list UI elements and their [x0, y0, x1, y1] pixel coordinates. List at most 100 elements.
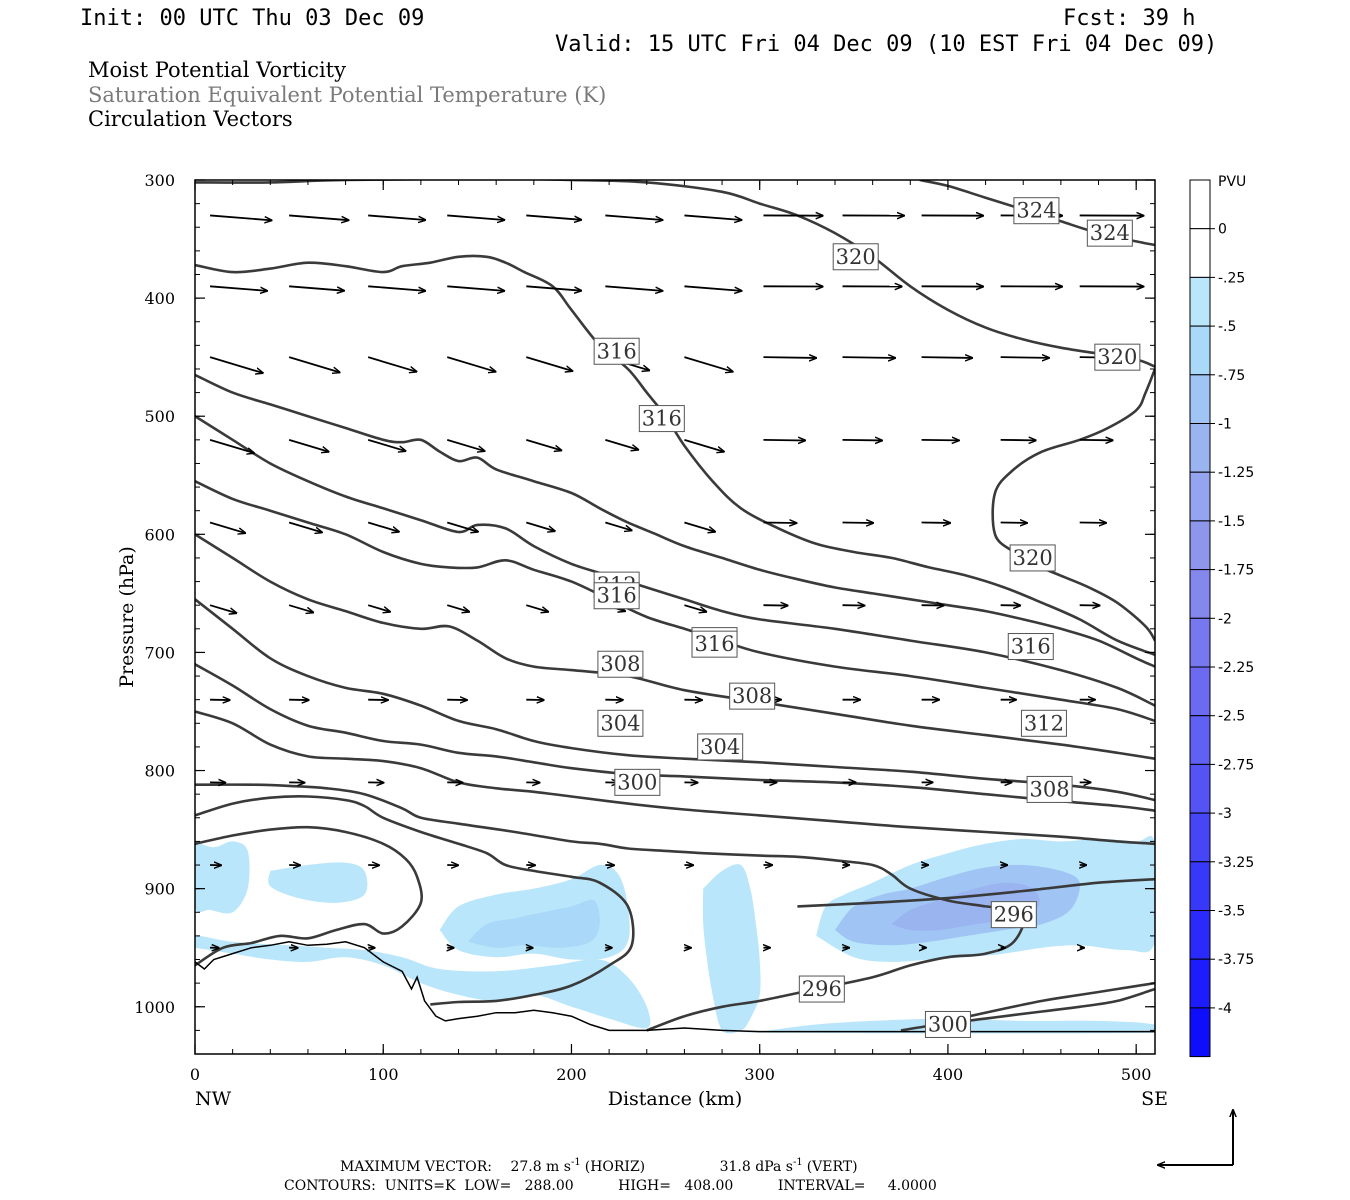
- contour-label-box: [614, 768, 661, 796]
- contour-316-12: [195, 373, 1155, 668]
- contour-label-box: [798, 975, 845, 1003]
- wind-vector: [526, 438, 561, 451]
- wind-vector: [842, 440, 883, 441]
- contour-label: 324: [1016, 199, 1056, 223]
- y-tick-label: 500: [144, 407, 175, 426]
- pv-region-3: [467, 899, 600, 948]
- contour-304-6: [947, 981, 1155, 1023]
- wind-vector: [367, 604, 390, 612]
- colorbar-label: -2.25: [1218, 660, 1254, 676]
- x-tick-label: 500: [1121, 1065, 1152, 1084]
- colorbar-segment: [1189, 276, 1211, 327]
- y-tick-label: 1000: [134, 998, 175, 1017]
- contour-312-11: [195, 415, 1155, 707]
- wind-vector: [605, 438, 638, 450]
- colorbar-label: -.25: [1218, 270, 1245, 286]
- field-title-vectors: Circulation Vectors: [88, 107, 293, 131]
- x-axis-label: Distance (km): [608, 1088, 743, 1110]
- contour-label-box: [1009, 544, 1056, 572]
- contour-label: 320: [1013, 546, 1053, 570]
- wind-vector: [288, 356, 340, 372]
- colorbar-segment: [1189, 617, 1211, 668]
- x-tick-label: 300: [744, 1065, 775, 1084]
- colorbar-label: -3.5: [1218, 904, 1245, 920]
- contour-label-box: [1007, 633, 1054, 661]
- colorbar-label: -4: [1218, 1001, 1232, 1017]
- terrain-line: [195, 941, 1155, 1033]
- contour-label: 296: [802, 977, 842, 1001]
- contour-296-0: [195, 825, 424, 967]
- wind-vector: [288, 521, 322, 533]
- colorbar-label: -2: [1218, 611, 1232, 627]
- max-vector-horiz: 27.8 m s: [510, 1159, 571, 1175]
- colorbar-label: 0: [1218, 222, 1227, 238]
- colorbar-segment: [1189, 325, 1211, 376]
- wind-vector: [288, 604, 313, 612]
- wind-vector: [605, 521, 631, 531]
- pv-region-4: [195, 935, 651, 1029]
- wind-vector: [447, 214, 504, 220]
- contour-296-1: [195, 795, 635, 1006]
- init-time: Init: 00 UTC Thu 03 Dec 09: [80, 6, 424, 31]
- contour-label-box: [924, 1010, 971, 1038]
- contour-320-14: [195, 180, 1155, 368]
- nw-label: NW: [195, 1088, 232, 1110]
- wind-vector: [684, 356, 732, 372]
- wind-vector: [209, 356, 263, 373]
- y-tick-label: 900: [144, 880, 175, 899]
- colorbar-label: -3.75: [1218, 952, 1254, 968]
- wind-vector: [1000, 357, 1049, 358]
- colorbar-segment: [1189, 179, 1211, 230]
- colorbar-segment: [1189, 423, 1211, 473]
- contour-label-box: [1013, 197, 1060, 225]
- contour-label-box: [597, 709, 644, 737]
- contour-316-13: [195, 254, 1155, 657]
- wind-vector: [763, 357, 816, 358]
- axis-ticks: 0 100 200 300 400 500 300 400 500 600 700 800 900 100…: [134, 171, 1155, 1084]
- contour-label: 300: [617, 770, 657, 794]
- wind-vector: [446, 521, 478, 532]
- y-tick-label: 300: [144, 171, 175, 190]
- wind-vector: [367, 356, 416, 372]
- max-vector-vert-unit: (VERT): [807, 1159, 858, 1175]
- max-vector-horiz-unit: (HORIZ): [585, 1159, 645, 1175]
- contour-label-box: [1094, 343, 1141, 371]
- contour-label-box: [593, 582, 640, 610]
- wind-vector: [684, 604, 706, 612]
- contour-label: 300: [928, 1012, 968, 1036]
- contour-label: 324: [1090, 221, 1130, 245]
- contour-316-10: [195, 480, 1155, 723]
- wind-vector: [289, 214, 348, 220]
- colorbar-label: -3: [1218, 806, 1232, 822]
- wind-vector: [209, 604, 236, 613]
- contour-label: 304: [600, 711, 640, 735]
- circulation-vectors: [209, 214, 1143, 947]
- colorbar-segment: [1189, 569, 1211, 619]
- contour-label-box: [593, 337, 640, 365]
- max-vector-vert: 31.8 dPa s: [720, 1159, 793, 1175]
- contour-label: 320: [836, 245, 876, 269]
- colorbar-label: -2.75: [1218, 757, 1254, 773]
- contour-296-2: [195, 783, 1026, 1032]
- colorbar-segment: [1189, 666, 1211, 717]
- contour-label-box: [697, 733, 744, 761]
- contour-label-box: [729, 682, 776, 710]
- contour-label: 312: [1024, 711, 1064, 735]
- wind-vector: [446, 438, 484, 451]
- field-title-thetaes: Saturation Equivalent Potential Temperat…: [88, 83, 606, 107]
- se-label: SE: [1141, 1088, 1168, 1110]
- contour-308-7: [195, 598, 1155, 802]
- contour-label-box: [691, 630, 738, 658]
- wind-vector: [368, 214, 425, 220]
- colorbar-segment: [1189, 520, 1211, 571]
- forecast-hour: Fcst: 39 h: [1063, 6, 1195, 31]
- colorbar-segment: [1189, 1007, 1211, 1058]
- wind-vector: [446, 356, 495, 372]
- colorbar-label: -3.25: [1218, 855, 1254, 871]
- y-tick-label: 600: [144, 525, 175, 544]
- colorbar-label: -.5: [1218, 319, 1236, 335]
- valid-time: Valid: 15 UTC Fri 04 Dec 09 (10 EST Fri …: [555, 32, 1217, 57]
- contour-label-box: [990, 901, 1037, 929]
- wind-vector: [367, 521, 399, 532]
